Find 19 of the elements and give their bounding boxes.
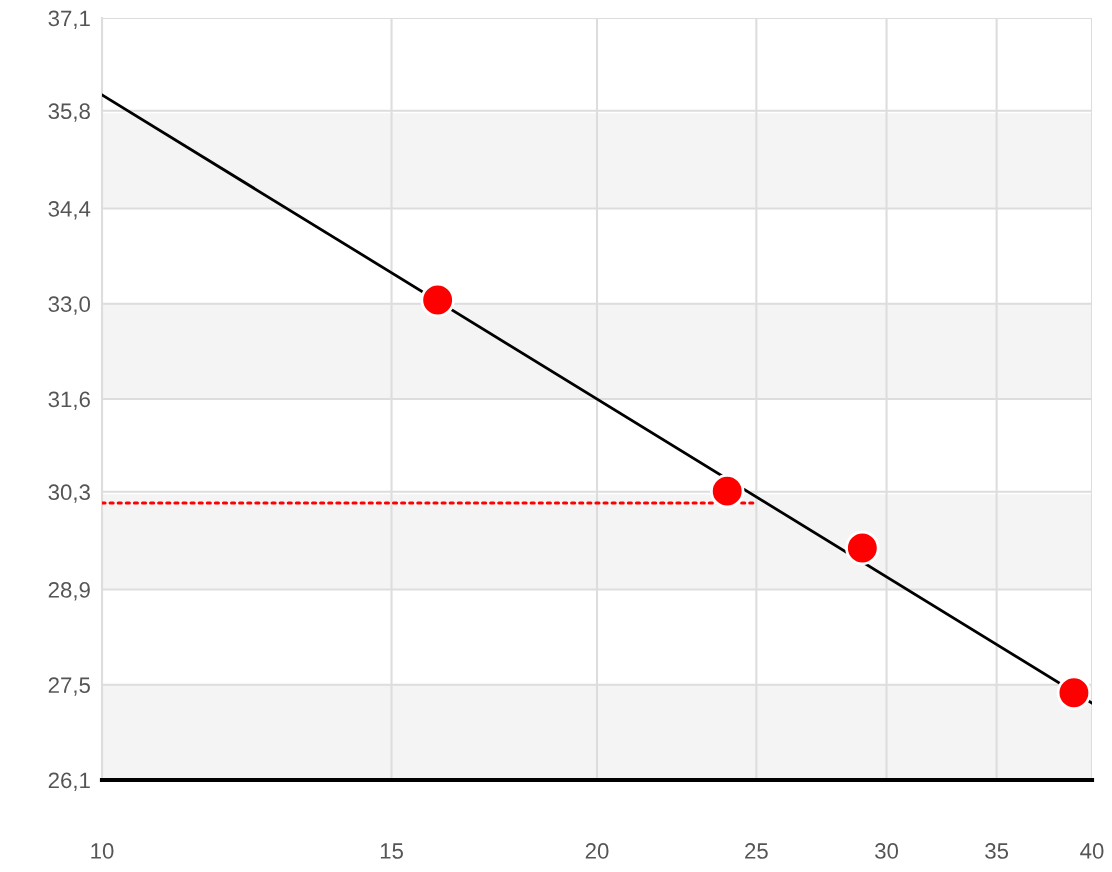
x-tick-label: 10 — [91, 843, 114, 859]
point — [845, 530, 880, 566]
x-tick-label: 15 — [380, 843, 403, 859]
y-tick-label: 34,4 — [48, 201, 91, 220]
y-tick-label: 35,8 — [48, 103, 90, 122]
x-tick-label: 30 — [875, 843, 899, 859]
y-tick-label: 26,1 — [48, 772, 90, 791]
y-tick-label: 37,1 — [48, 10, 90, 29]
x-tick-label: 20 — [585, 843, 609, 859]
y-tick-label: 27,5 — [48, 677, 90, 696]
y-tick-label: 33,0 — [48, 296, 91, 315]
y-tick-label: 28,9 — [48, 582, 90, 601]
x-tick-label: 35 — [985, 843, 1009, 859]
y-tick-label: 30,3 — [48, 484, 90, 503]
point — [1056, 675, 1092, 710]
y-tick-label: 31,6 — [48, 391, 90, 410]
x-tick-label: 25 — [745, 843, 768, 859]
x-tick-label: 40 — [1080, 843, 1104, 859]
point — [420, 282, 455, 318]
